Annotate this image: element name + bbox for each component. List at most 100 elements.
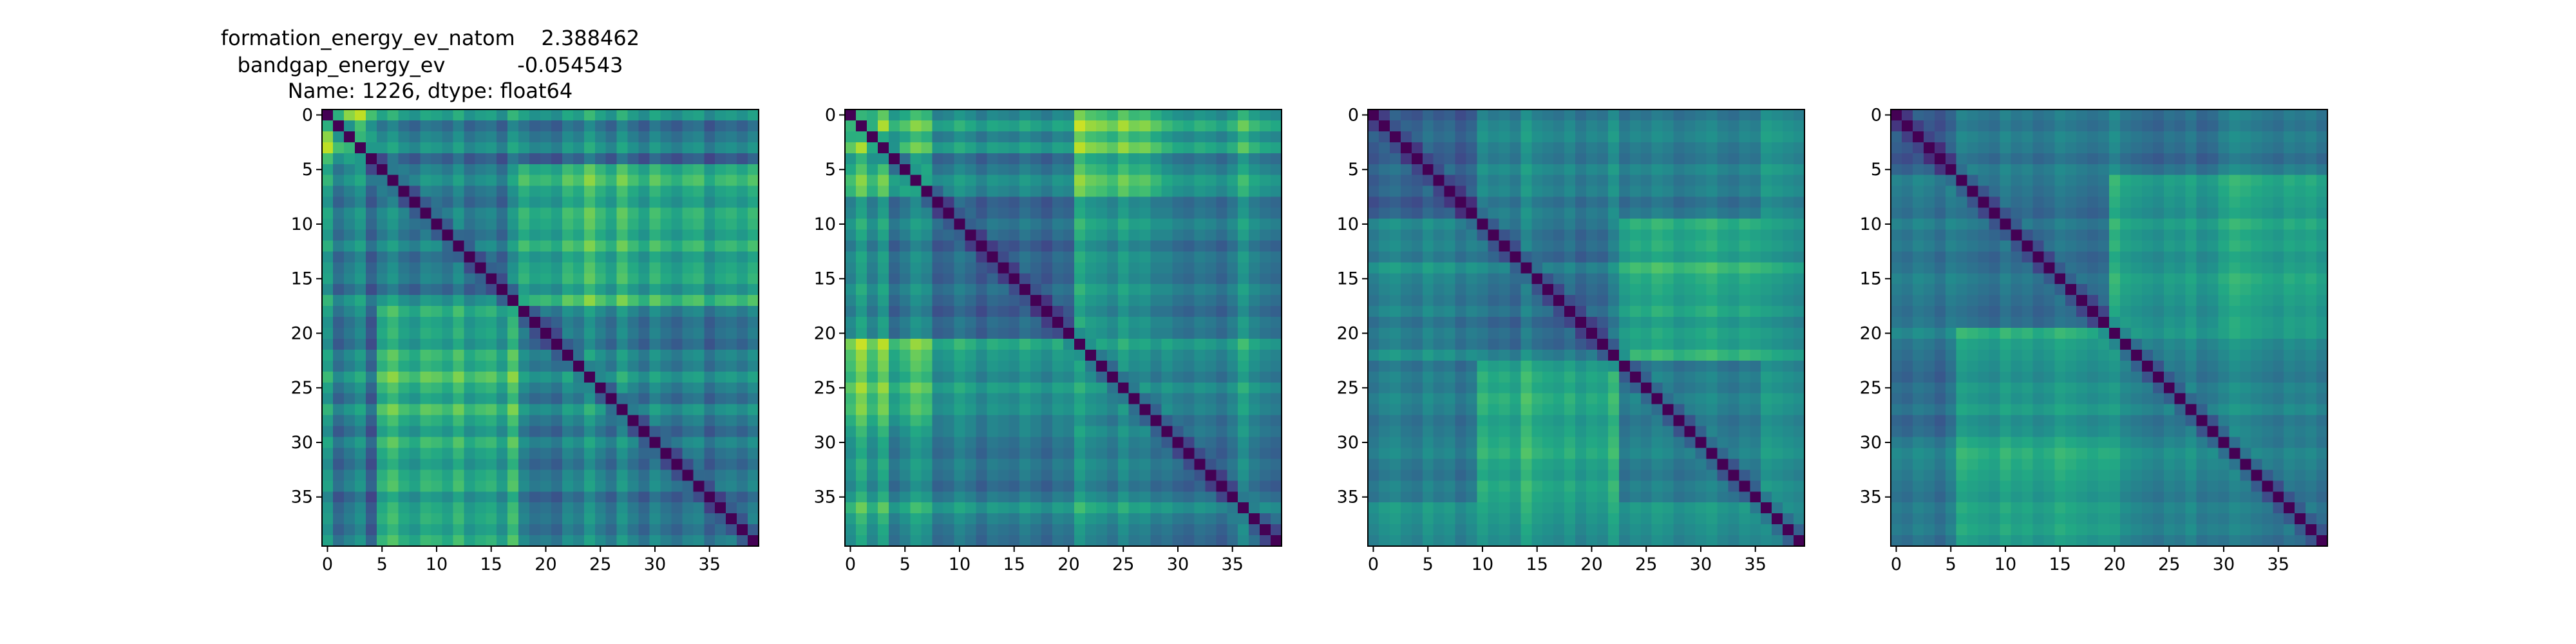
heatmap-cell bbox=[2032, 120, 2044, 132]
heatmap-cell bbox=[442, 349, 453, 361]
heatmap-cell bbox=[605, 229, 618, 241]
heatmap-cell bbox=[1161, 185, 1173, 198]
heatmap-cell bbox=[1433, 164, 1445, 176]
heatmap-cell bbox=[726, 109, 737, 121]
y-tick-label: 35 bbox=[814, 488, 836, 507]
heatmap-cell bbox=[332, 120, 345, 132]
heatmap-cell bbox=[1205, 196, 1217, 209]
heatmap-cell bbox=[1772, 393, 1783, 405]
heatmap-cell bbox=[704, 448, 715, 459]
heatmap-cell bbox=[932, 295, 944, 307]
heatmap-cell bbox=[354, 295, 366, 307]
heatmap-cell bbox=[1510, 524, 1521, 536]
heatmap-cell bbox=[1607, 262, 1620, 274]
heatmap-cell bbox=[1455, 153, 1467, 165]
heatmap-cell bbox=[475, 284, 486, 296]
heatmap-cell bbox=[998, 480, 1009, 492]
heatmap-cell bbox=[1607, 491, 1620, 503]
heatmap-cell bbox=[1095, 207, 1108, 220]
x-tick-label: 5 bbox=[1423, 554, 1434, 574]
heatmap-cell bbox=[627, 196, 639, 209]
heatmap-cell bbox=[409, 491, 421, 503]
heatmap-cell bbox=[1009, 513, 1020, 525]
heatmap-cell bbox=[671, 131, 683, 143]
heatmap-cell bbox=[855, 480, 867, 492]
heatmap-cell bbox=[1095, 196, 1108, 209]
heatmap-cell bbox=[365, 175, 377, 187]
heatmap-cell bbox=[1761, 469, 1772, 481]
heatmap-cell bbox=[726, 251, 737, 263]
heatmap-cell bbox=[976, 491, 987, 503]
heatmap-cell bbox=[1150, 328, 1162, 339]
heatmap-cell bbox=[507, 109, 519, 121]
heatmap-cell bbox=[899, 175, 911, 187]
heatmap-cell bbox=[1596, 415, 1609, 427]
heatmap-cell bbox=[1400, 218, 1412, 231]
heatmap-cell bbox=[1684, 371, 1696, 383]
heatmap-cell bbox=[2152, 120, 2164, 132]
heatmap-cell bbox=[1520, 185, 1532, 198]
heatmap-cell bbox=[1422, 459, 1434, 470]
heatmap-cell bbox=[682, 393, 694, 405]
heatmap-cell bbox=[605, 459, 618, 470]
heatmap-cell bbox=[855, 240, 867, 252]
heatmap-cell bbox=[1216, 480, 1227, 492]
heatmap-cell bbox=[649, 480, 661, 492]
heatmap-cell bbox=[1684, 131, 1696, 143]
heatmap-cell bbox=[365, 513, 377, 525]
heatmap-cell bbox=[748, 524, 759, 536]
heatmap-cell bbox=[682, 404, 694, 416]
heatmap-cell bbox=[1139, 185, 1151, 198]
heatmap-cell bbox=[1411, 306, 1423, 317]
heatmap-cell bbox=[1772, 469, 1783, 481]
heatmap-cell bbox=[845, 207, 857, 220]
heatmap-cell bbox=[1553, 360, 1565, 372]
heatmap-cell bbox=[562, 349, 574, 361]
heatmap-cell bbox=[1117, 513, 1130, 525]
heatmap-cell bbox=[1455, 251, 1467, 263]
heatmap-cell bbox=[660, 382, 672, 394]
heatmap-cell bbox=[573, 382, 585, 394]
heatmap-cell bbox=[737, 153, 748, 165]
heatmap-cell bbox=[1553, 229, 1565, 241]
heatmap-cell bbox=[943, 360, 955, 372]
heatmap-cell bbox=[845, 415, 857, 427]
x-tick-label: 30 bbox=[1167, 554, 1189, 574]
heatmap-cell bbox=[1238, 448, 1249, 459]
heatmap-cell bbox=[398, 535, 410, 547]
heatmap-cell bbox=[1030, 218, 1042, 231]
heatmap-cell bbox=[1183, 218, 1195, 231]
heatmap-cell bbox=[1205, 371, 1217, 383]
heatmap-cell bbox=[1433, 218, 1445, 231]
heatmap-cell bbox=[866, 491, 878, 503]
heatmap-cell bbox=[1586, 535, 1598, 547]
heatmap-cell bbox=[354, 535, 366, 547]
heatmap-cell bbox=[1466, 317, 1478, 328]
heatmap-cell bbox=[1542, 229, 1554, 241]
heatmap-cell bbox=[409, 502, 421, 514]
heatmap-cell bbox=[1227, 382, 1238, 394]
heatmap-cell bbox=[965, 382, 976, 394]
heatmap-cell bbox=[726, 240, 737, 252]
heatmap-cell bbox=[1271, 164, 1282, 176]
heatmap-cell bbox=[1586, 295, 1598, 307]
heatmap-cell bbox=[1030, 284, 1042, 296]
heatmap-cell bbox=[1260, 109, 1271, 121]
heatmap-cell bbox=[1717, 459, 1728, 470]
heatmap-cell bbox=[888, 109, 900, 121]
heatmap-cell bbox=[1052, 382, 1064, 394]
heatmap-cell bbox=[486, 469, 497, 481]
heatmap-cell bbox=[1575, 273, 1587, 285]
heatmap-cell bbox=[921, 153, 933, 165]
heatmap-cell bbox=[507, 240, 519, 252]
heatmap-cell bbox=[529, 360, 541, 372]
heatmap-cell bbox=[332, 349, 345, 361]
heatmap-cell bbox=[1673, 524, 1685, 536]
heatmap-cell bbox=[1378, 338, 1390, 350]
heatmap-cell bbox=[932, 513, 944, 525]
heatmap-cell bbox=[1575, 229, 1587, 241]
heatmap-cell bbox=[1400, 480, 1412, 492]
heatmap-cell bbox=[1389, 404, 1401, 416]
heatmap-cell bbox=[1651, 415, 1663, 427]
heatmap-cell bbox=[1271, 284, 1282, 296]
